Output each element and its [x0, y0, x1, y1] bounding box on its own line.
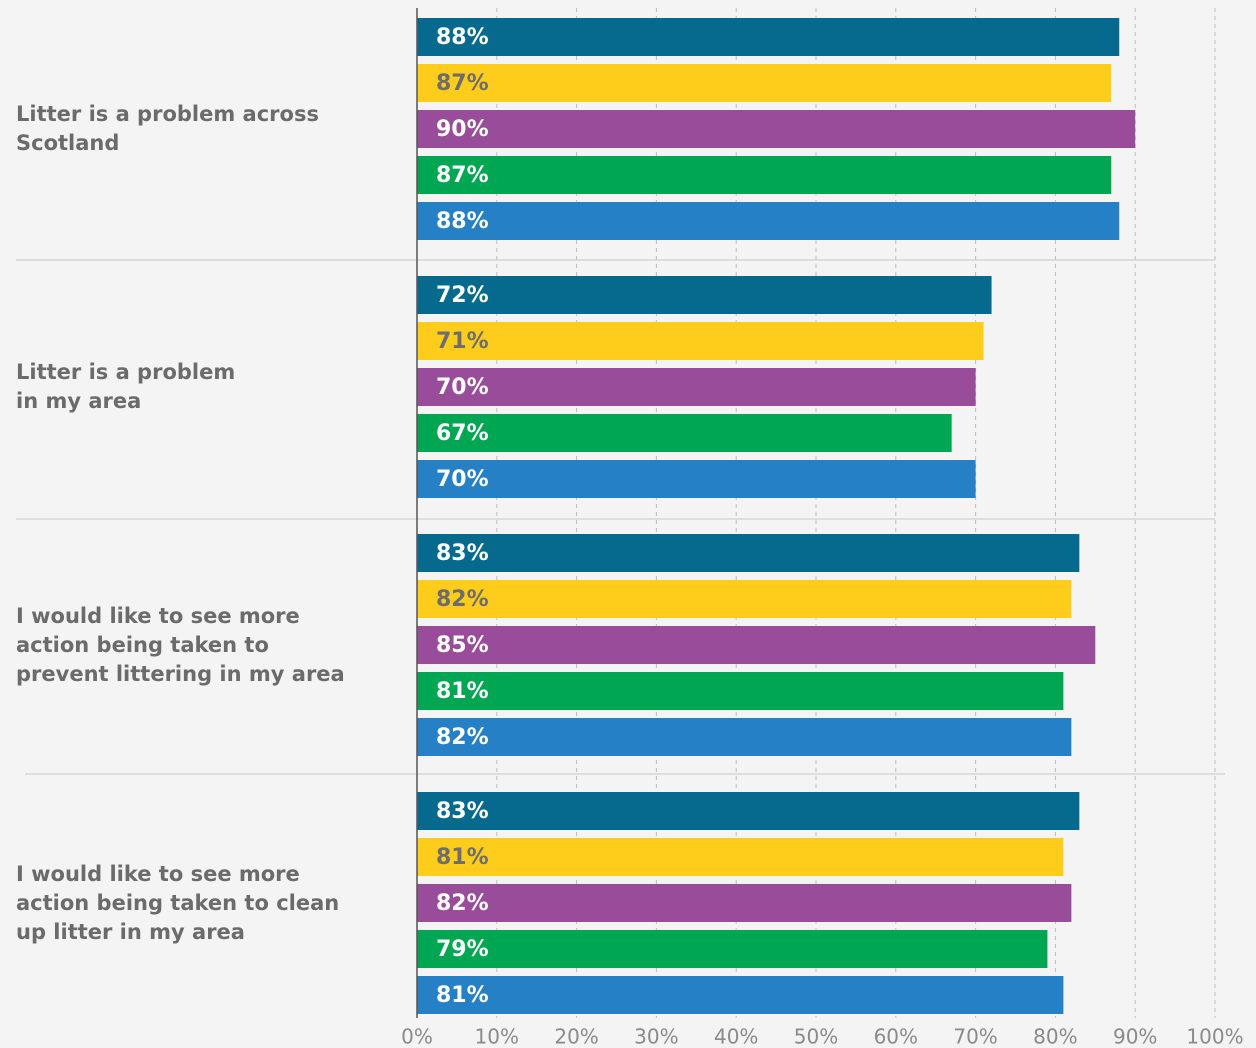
data-label: 71% — [436, 329, 489, 354]
x-tick-label: 80% — [1033, 1025, 1077, 1048]
data-label: 83% — [436, 799, 489, 824]
data-label: 82% — [436, 587, 489, 612]
data-label: 70% — [436, 467, 489, 492]
data-label: 82% — [436, 725, 489, 750]
category-label: Litter is a problem in my area — [16, 360, 236, 413]
bar — [417, 110, 1136, 148]
bar — [417, 792, 1080, 830]
data-label: 88% — [436, 25, 489, 50]
data-label: 87% — [436, 163, 489, 188]
category-label: Litter is a problem across Scotland — [16, 102, 319, 155]
x-tick-label: 50% — [794, 1025, 838, 1048]
data-label: 79% — [436, 937, 489, 962]
data-label: 81% — [436, 845, 489, 870]
x-tick-label: 30% — [634, 1025, 678, 1048]
bar — [417, 626, 1096, 664]
x-tick-label: 40% — [714, 1025, 758, 1048]
data-label: 81% — [436, 983, 489, 1008]
bar — [417, 884, 1072, 922]
data-label: 81% — [436, 679, 489, 704]
data-label: 70% — [436, 375, 489, 400]
data-label: 88% — [436, 209, 489, 234]
x-tick-label: 100% — [1186, 1025, 1243, 1048]
data-label: 72% — [436, 283, 489, 308]
data-label: 83% — [436, 541, 489, 566]
bar — [417, 838, 1064, 876]
bar — [417, 930, 1048, 968]
bar — [417, 276, 992, 314]
category-label: I would like to see more action being ta… — [16, 861, 340, 944]
data-label: 87% — [436, 71, 489, 96]
data-label: 90% — [436, 117, 489, 142]
bar — [417, 18, 1120, 56]
bar — [417, 414, 952, 452]
bar — [417, 322, 984, 360]
data-label: 82% — [436, 891, 489, 916]
x-tick-label: 10% — [475, 1025, 519, 1048]
bar — [417, 672, 1064, 710]
bar — [417, 460, 976, 498]
x-tick-label: 60% — [874, 1025, 918, 1048]
x-tick-label: 70% — [953, 1025, 997, 1048]
x-tick-label: 20% — [554, 1025, 598, 1048]
bar — [417, 156, 1112, 194]
category-label: I would like to see more action being ta… — [16, 603, 345, 686]
data-label: 85% — [436, 633, 489, 658]
bar — [417, 534, 1080, 572]
bar — [417, 718, 1072, 756]
bar — [417, 368, 976, 406]
bar — [417, 64, 1112, 102]
data-label: 67% — [436, 421, 489, 446]
bar — [417, 202, 1120, 240]
x-tick-label: 0% — [401, 1025, 433, 1048]
bar — [417, 580, 1072, 618]
x-tick-label: 90% — [1113, 1025, 1157, 1048]
bar — [417, 976, 1064, 1014]
